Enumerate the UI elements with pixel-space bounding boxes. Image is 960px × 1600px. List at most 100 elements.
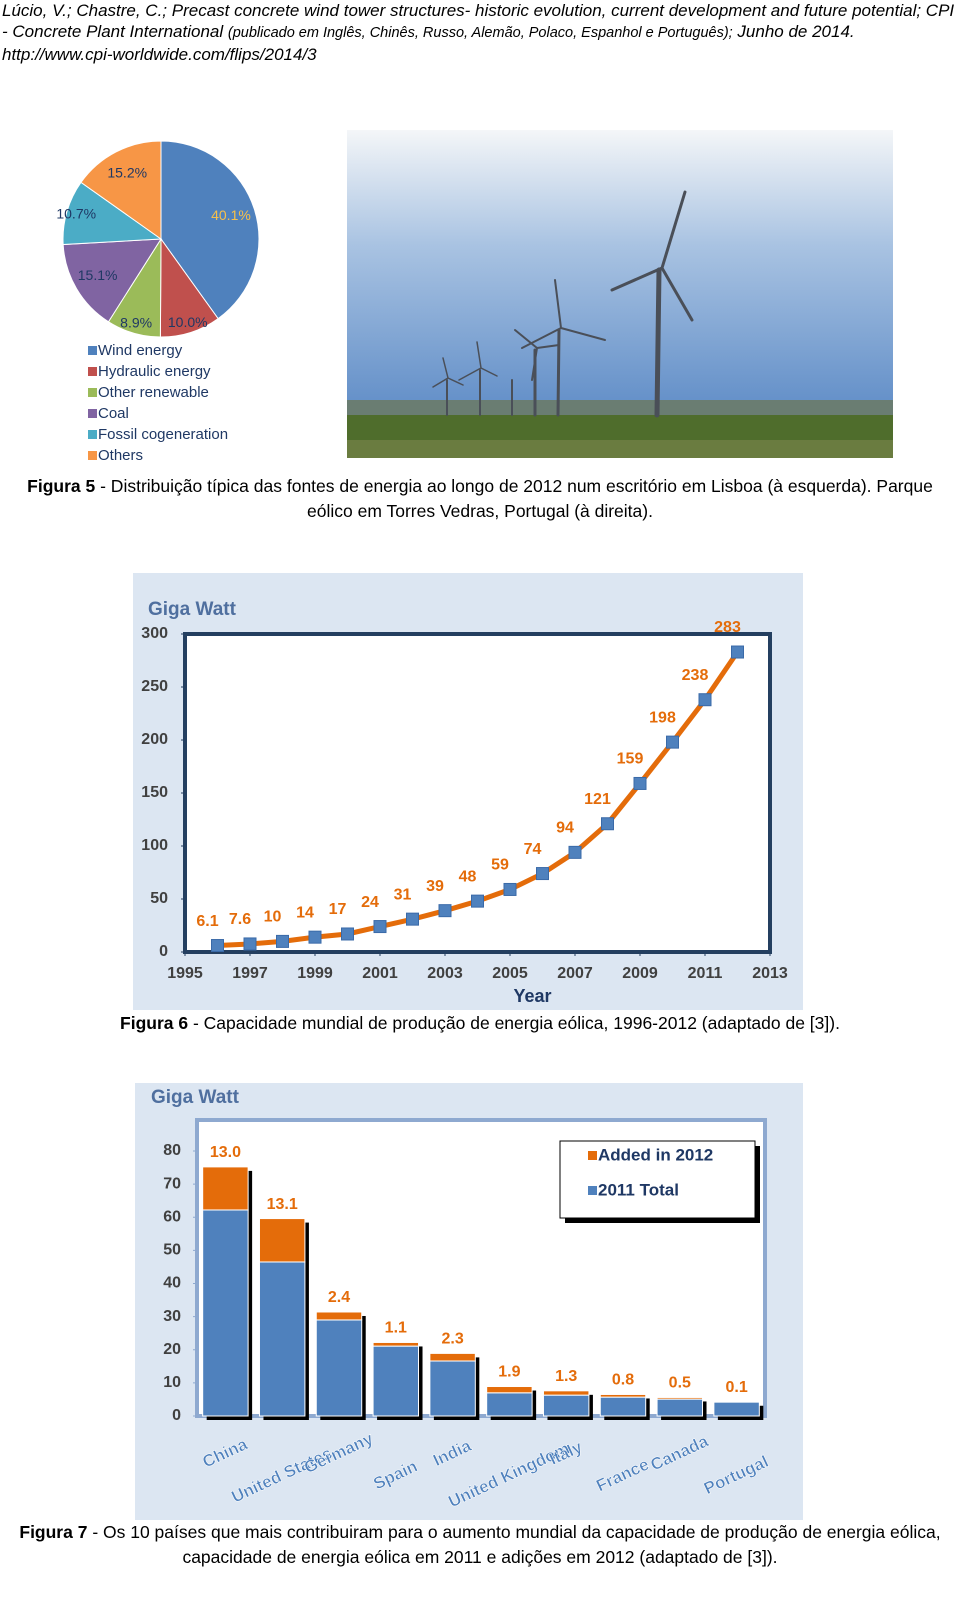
wind-farm-photo xyxy=(347,130,893,458)
pie-label: 40.1% xyxy=(211,207,251,223)
data-label: 1.3 xyxy=(555,1368,577,1385)
point-marker xyxy=(698,693,712,707)
y-tick-label: 50 xyxy=(150,890,168,907)
y-tick-label: 250 xyxy=(141,678,168,695)
bar-segment xyxy=(656,1396,704,1400)
data-label: 59 xyxy=(491,857,509,874)
legend-swatch xyxy=(88,346,97,355)
x-tick-label: 1997 xyxy=(232,965,268,982)
data-label: 17 xyxy=(329,901,347,918)
pie-label: 10.0% xyxy=(168,314,208,330)
data-label: 13.1 xyxy=(267,1196,298,1213)
caption-label: Figura 6 xyxy=(120,1013,189,1033)
legend-label: 2011 Total xyxy=(598,1180,679,1199)
data-label: 2.3 xyxy=(441,1331,463,1348)
y-tick-label: 50 xyxy=(163,1242,181,1259)
data-label: 24 xyxy=(361,894,379,911)
legend-swatch xyxy=(88,430,97,439)
x-tick-label: 2003 xyxy=(427,965,463,982)
data-label: 48 xyxy=(459,868,477,885)
legend-label: Hydraulic energy xyxy=(98,363,211,380)
pie-label: 10.7% xyxy=(56,205,96,221)
x-tick-label: 1999 xyxy=(297,965,333,982)
data-label: 1.1 xyxy=(385,1320,407,1337)
data-label: 6.1 xyxy=(196,913,218,930)
legend-label: Added in 2012 xyxy=(598,1145,713,1164)
caption-label: Figura 5 xyxy=(27,476,96,496)
data-label: 31 xyxy=(394,886,412,903)
data-label: 1.9 xyxy=(498,1364,520,1381)
point-marker xyxy=(211,939,224,953)
pie-label: 15.1% xyxy=(78,267,118,283)
y-tick-label: 30 xyxy=(163,1308,181,1325)
citation-note: (publicado em Inglês, Chinês, Russo, Ale… xyxy=(227,25,733,41)
point-marker xyxy=(406,912,419,926)
y-tick-label: 200 xyxy=(141,731,168,748)
legend-swatch xyxy=(588,1151,597,1160)
data-label: 2.4 xyxy=(328,1289,350,1306)
line-chart: Giga Watt Year 0 50 100 150 200 250 300 1995 1997 1… xyxy=(133,573,803,1010)
data-label: 0.5 xyxy=(669,1375,691,1392)
caption-text: - Capacidade mundial de produção de ener… xyxy=(188,1013,840,1033)
data-label: 13.0 xyxy=(210,1144,241,1161)
bar-segment xyxy=(542,1390,590,1396)
legend-swatch xyxy=(88,388,97,397)
data-label: 0.1 xyxy=(725,1379,747,1396)
x-tick-label: 2007 xyxy=(557,965,593,982)
caption-label: Figura 7 xyxy=(19,1522,88,1542)
x-axis-title: Year xyxy=(513,986,551,1006)
point-marker xyxy=(341,927,354,941)
y-tick-label: 100 xyxy=(141,837,168,854)
point-marker xyxy=(666,735,679,749)
point-marker xyxy=(568,845,582,859)
y-tick-label: 40 xyxy=(163,1275,181,1292)
y-tick-label: 60 xyxy=(163,1208,181,1225)
bar-segment xyxy=(315,1319,363,1417)
bar-segment xyxy=(713,1401,760,1417)
data-label: 238 xyxy=(682,667,709,684)
point-marker xyxy=(438,904,452,918)
bar-segment xyxy=(429,1352,476,1362)
y-tick-label: 10 xyxy=(163,1374,181,1391)
y-tick-label: 70 xyxy=(163,1175,181,1192)
pie-slice xyxy=(80,140,162,240)
x-tick-label: 2011 xyxy=(688,965,723,982)
caption: Figura 7 - Os 10 países que mais contrib… xyxy=(0,1520,960,1570)
bar-segment xyxy=(258,1218,306,1263)
data-label: 14 xyxy=(296,904,314,921)
data-label: 94 xyxy=(556,820,574,837)
data-label: 74 xyxy=(524,841,542,858)
bar-segment xyxy=(202,1209,249,1417)
data-label: 7.6 xyxy=(229,911,251,928)
point-marker xyxy=(276,934,289,948)
y-tick-label: 80 xyxy=(163,1142,181,1159)
data-label: 283 xyxy=(714,619,741,636)
legend-label: Wind energy xyxy=(98,342,183,359)
point-marker xyxy=(308,930,322,944)
bar-segment xyxy=(429,1360,476,1417)
y-axis-title: Giga Watt xyxy=(148,599,237,620)
citation-end: Junho de 2014. http://www.cpi-worldwide.… xyxy=(2,22,855,64)
legend-swatch xyxy=(588,1186,597,1195)
legend-swatch xyxy=(88,367,97,376)
x-tick-label: 2005 xyxy=(492,965,528,982)
y-tick-label: 0 xyxy=(159,943,168,960)
point-marker xyxy=(731,645,744,659)
legend-swatch xyxy=(88,409,97,418)
bar-segment xyxy=(486,1386,533,1394)
data-label: 121 xyxy=(584,791,611,808)
data-label: 198 xyxy=(649,709,676,726)
pie-chart: 40.1% Wind energy 10.0% Hydraulic energy 8.9… xyxy=(56,140,260,464)
point-marker xyxy=(243,937,257,951)
x-tick-label: 2001 xyxy=(362,965,398,982)
x-tick-label: 2013 xyxy=(752,965,788,982)
point-marker xyxy=(373,920,387,934)
point-marker xyxy=(503,882,517,896)
pie-label: 8.9% xyxy=(120,314,152,330)
bar-segment xyxy=(372,1345,420,1417)
bar-segment xyxy=(315,1311,363,1321)
y-tick-label: 0 xyxy=(172,1407,181,1424)
caption: Figura 6 - Capacidade mundial de produçã… xyxy=(0,1011,960,1036)
point-marker xyxy=(633,776,647,790)
